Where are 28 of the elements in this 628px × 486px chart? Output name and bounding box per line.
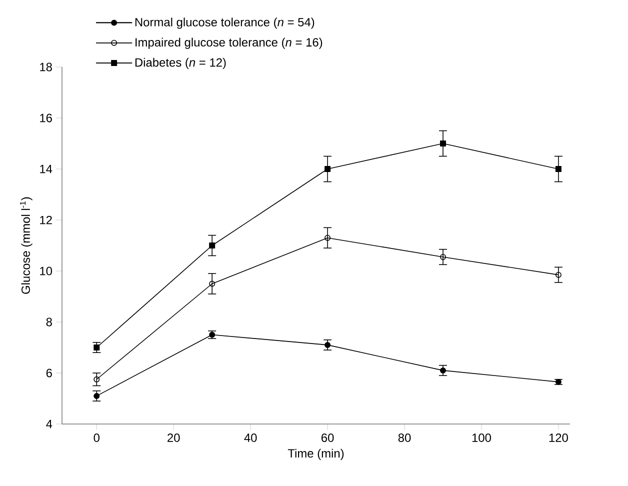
x-tick-label: 80 (398, 434, 411, 442)
y-tick-label: 6 (46, 368, 52, 378)
y-tick-label: 8 (46, 318, 52, 326)
x-tick-label: 40 (244, 434, 257, 442)
point (324, 342, 331, 348)
y-tick-label: 18 (40, 62, 52, 72)
y-tick-label: 4 (46, 420, 52, 428)
point (94, 392, 100, 399)
point (94, 344, 100, 350)
y-axis-title: Glucose (mmol l$^{-1}$) (20, 197, 32, 294)
point (324, 166, 331, 172)
y-tick-label: 10 (40, 266, 52, 276)
legend-label: Normal glucose tolerance (n = 54) (135, 18, 314, 29)
x-axis-title: Time (min) (288, 448, 344, 460)
x-tick-label: 20 (168, 434, 180, 442)
y-tick-label: 14 (40, 164, 52, 174)
x-tick-label: 60 (322, 434, 334, 442)
x-tick-label: 0 (94, 434, 100, 442)
point (555, 166, 562, 172)
legend-label: Impaired glucose tolerance (n = 16) (136, 38, 322, 49)
legend-label: Diabetes (n = 12) (135, 58, 226, 70)
point (209, 242, 216, 248)
y-tick-label: 16 (40, 114, 52, 122)
x-tick-label: 120 (549, 434, 568, 442)
point (440, 367, 446, 374)
x-tick-label: 100 (472, 434, 491, 442)
point (440, 140, 446, 146)
y-tick-label: 12 (40, 216, 52, 224)
